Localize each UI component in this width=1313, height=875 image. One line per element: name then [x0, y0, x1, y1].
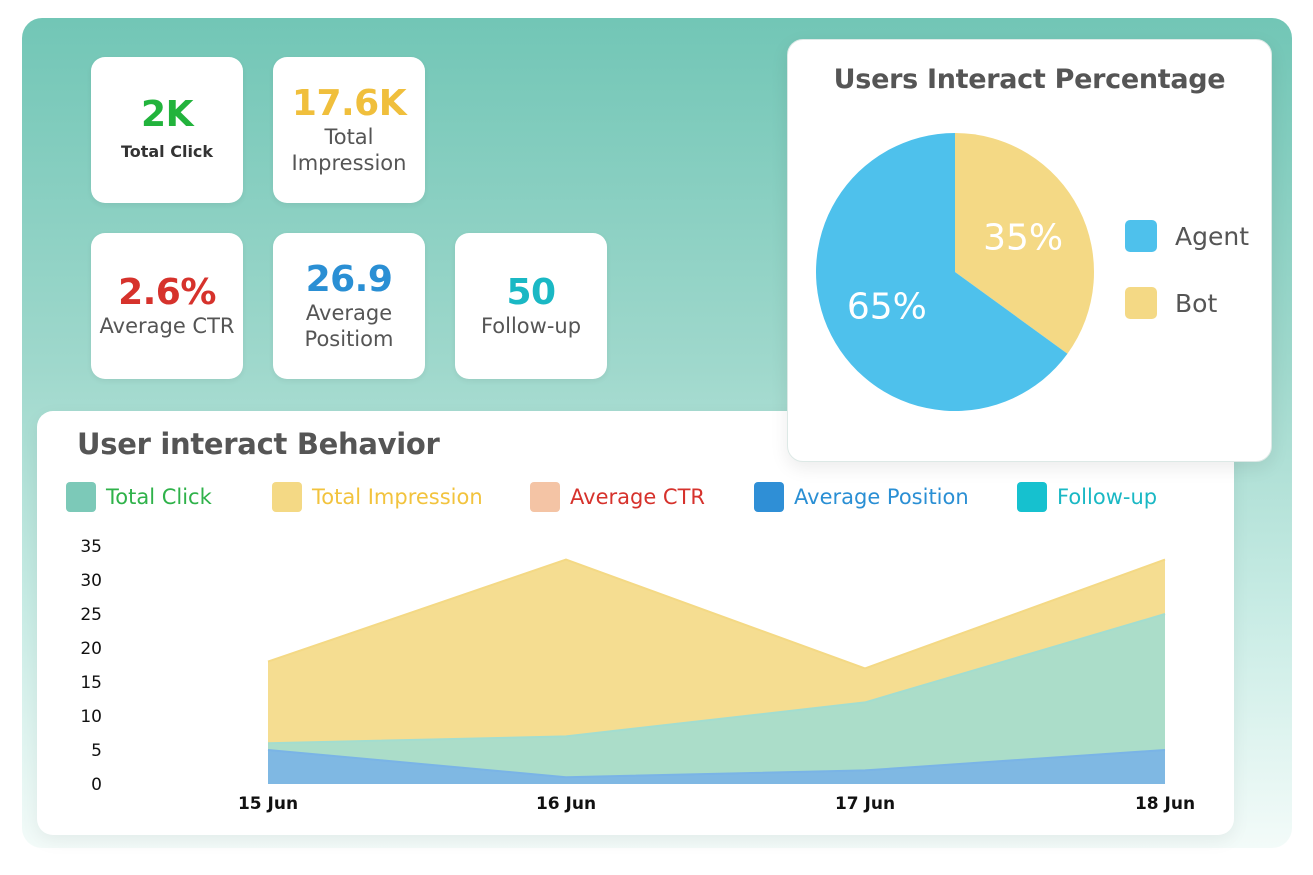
legend-item-total-click[interactable]: Total Click: [66, 482, 212, 512]
legend-label: Agent: [1175, 221, 1249, 251]
y-tick-label: 25: [80, 605, 102, 625]
legend-item-total-impression[interactable]: Total Impression: [272, 482, 483, 512]
legend-item-follow-up[interactable]: Follow-up: [1017, 482, 1157, 512]
y-tick-label: 30: [80, 571, 102, 591]
kpi-card-total-impression[interactable]: 17.6K Total Impression: [273, 57, 425, 203]
behavior-chart-title: User interact Behavior: [77, 427, 440, 461]
kpi-card-total-click[interactable]: 2K Total Click: [91, 57, 243, 203]
legend-label: Total Click: [106, 485, 212, 509]
legend-label: Bot: [1175, 288, 1218, 318]
legend-item-average-position[interactable]: Average Position: [754, 482, 969, 512]
pie-slice-label: 35%: [983, 217, 1063, 258]
pie-legend-bot[interactable]: Bot: [1125, 287, 1217, 319]
kpi-value: 50: [506, 272, 556, 313]
pie-slice-agent[interactable]: [816, 133, 1068, 411]
legend-label: Average Position: [794, 485, 969, 509]
kpi-value: 17.6K: [291, 83, 407, 124]
legend-swatch: [272, 482, 302, 512]
line-total-impression: [267, 558, 1166, 670]
kpi-value: 26.9: [305, 259, 393, 300]
y-tick-label: 0: [91, 775, 102, 795]
legend-label: Follow-up: [1057, 485, 1158, 509]
y-tick-label: 20: [80, 639, 102, 659]
legend-swatch: [1125, 220, 1157, 252]
pie-chart-title: Users Interact Percentage: [833, 64, 1226, 95]
x-tick-label: 16 Jun: [536, 794, 596, 814]
pie-legend-agent[interactable]: Agent: [1125, 220, 1249, 252]
behavior-chart-card: User interact Behavior Total Click Total …: [37, 411, 1234, 835]
legend-swatch: [530, 482, 560, 512]
x-tick-label: 18 Jun: [1135, 794, 1195, 814]
line-total-click: [267, 613, 1166, 745]
x-tick-label: 17 Jun: [835, 794, 895, 814]
kpi-label: Total Click: [120, 142, 214, 161]
legend-swatch: [1017, 482, 1047, 512]
y-tick-label: 35: [80, 537, 102, 557]
kpi-value: 2.6%: [118, 272, 216, 313]
kpi-card-average-position[interactable]: 26.9 Average Positiom: [273, 233, 425, 379]
kpi-card-follow-up[interactable]: 50 Follow-up: [455, 233, 607, 379]
pie-slice-bot[interactable]: [955, 133, 1094, 354]
legend-swatch: [66, 482, 96, 512]
y-tick-label: 5: [91, 741, 102, 761]
x-tick-label: 15 Jun: [238, 794, 298, 814]
legend-item-average-ctr[interactable]: Average CTR: [530, 482, 705, 512]
legend-swatch: [754, 482, 784, 512]
area-chart: 0 5 10 15 20 25 30 35 15 Jun 16 Jun 17 Jun 18 Jun: [80, 537, 1195, 814]
area-average-position: [268, 750, 1165, 784]
kpi-value: 2K: [141, 94, 193, 135]
pie-chart-card: Users Interact Percentage 35% 65% Agent B…: [787, 39, 1272, 462]
kpi-label: Total Impression: [291, 125, 407, 175]
y-tick-label: 10: [80, 707, 102, 727]
kpi-label: Average CTR: [99, 314, 235, 338]
kpi-label: Average Positiom: [304, 301, 394, 351]
pie-chart: 35% 65%: [816, 133, 1094, 411]
legend-label: Average CTR: [570, 485, 705, 509]
area-total-click: [268, 614, 1165, 784]
kpi-label: Follow-up: [480, 314, 582, 338]
pie-slice-label: 65%: [847, 287, 927, 328]
kpi-card-average-ctr[interactable]: 2.6% Average CTR: [91, 233, 243, 379]
legend-swatch: [1125, 287, 1157, 319]
legend-label: Total Impression: [312, 485, 483, 509]
y-tick-label: 15: [80, 673, 102, 693]
line-average-position: [267, 749, 1166, 779]
